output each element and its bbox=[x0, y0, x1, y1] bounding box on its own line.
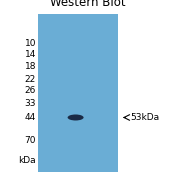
Text: 33: 33 bbox=[24, 99, 36, 108]
Text: 26: 26 bbox=[25, 86, 36, 95]
Ellipse shape bbox=[68, 114, 84, 120]
Text: 22: 22 bbox=[25, 75, 36, 84]
Bar bbox=[38, 14, 118, 172]
Text: 53kDa: 53kDa bbox=[130, 113, 159, 122]
Text: 14: 14 bbox=[25, 50, 36, 59]
Text: 70: 70 bbox=[24, 136, 36, 145]
Text: 10: 10 bbox=[24, 39, 36, 48]
Text: 18: 18 bbox=[24, 62, 36, 71]
Text: 44: 44 bbox=[25, 113, 36, 122]
Text: kDa: kDa bbox=[18, 156, 36, 165]
Text: Western Blot: Western Blot bbox=[50, 0, 126, 9]
